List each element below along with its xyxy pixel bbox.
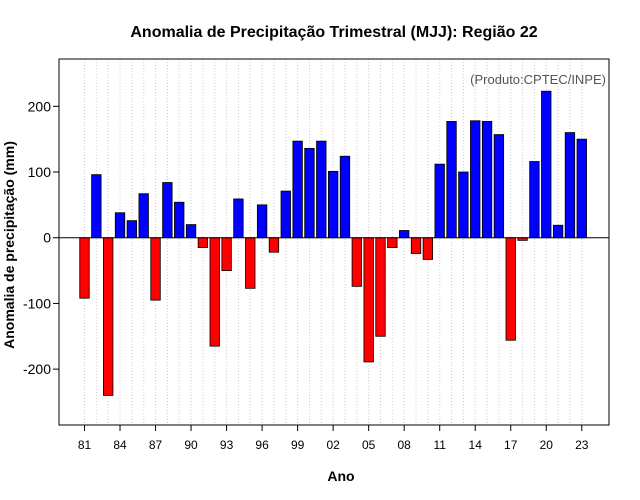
- bar-2003: [339, 155, 351, 239]
- bar-1981: [79, 237, 90, 299]
- y-tick-label: 0: [43, 230, 51, 246]
- bar-2012: [446, 121, 457, 239]
- bar-1999: [292, 140, 303, 239]
- y-axis: -200 -100 0 100 200: [23, 98, 59, 377]
- bar-2011: [434, 163, 445, 239]
- chart-title: Anomalia de Precipitação Trimestral (MJJ…: [130, 24, 537, 41]
- bar-2010: [422, 237, 434, 260]
- bar-1989: [174, 201, 185, 239]
- bar-2015: [481, 121, 493, 239]
- x-tick-label: 87: [149, 438, 163, 452]
- x-tick-label: 11: [433, 438, 446, 452]
- x-tick-label: 23: [575, 438, 589, 452]
- bar-2002: [327, 170, 339, 239]
- bar-2005: [363, 237, 374, 363]
- bar-1992: [209, 237, 220, 347]
- bar-1994: [233, 198, 244, 239]
- bar-1990: [185, 224, 197, 239]
- bar-2016: [493, 134, 505, 239]
- bar-2008: [399, 230, 410, 239]
- y-tick-label: 200: [28, 98, 52, 114]
- y-axis-label: Anomalia de precipitação (mm): [1, 141, 17, 349]
- plot-frame: [58, 58, 610, 426]
- bar-1987: [150, 237, 161, 301]
- x-tick-label: 96: [255, 438, 269, 452]
- x-tick-label: 08: [398, 438, 412, 452]
- bar-1982: [91, 174, 102, 239]
- bar-2006: [375, 237, 386, 337]
- bar-1983: [103, 237, 114, 396]
- bar-2017: [505, 237, 516, 341]
- x-axis: 81 84 87 90 93 96 99 02 05 08 11 14 17 20 23: [78, 425, 589, 452]
- bar-2004: [351, 237, 362, 287]
- bar-2007: [387, 237, 398, 248]
- bar-2019: [529, 161, 540, 239]
- x-tick-label: 99: [291, 438, 305, 452]
- y-tick-label: -200: [23, 361, 51, 377]
- x-tick-label: 14: [469, 438, 483, 452]
- bar-2014: [470, 120, 481, 239]
- bar-2022: [564, 132, 576, 239]
- x-tick-label: 90: [184, 438, 198, 452]
- x-tick-label: 20: [540, 438, 554, 452]
- bar-1985: [126, 220, 138, 239]
- y-tick-label: -100: [23, 295, 51, 311]
- bar-1991: [197, 237, 209, 248]
- bar-1988: [162, 182, 173, 239]
- bar-2001: [316, 140, 327, 239]
- bar-1996: [256, 204, 268, 239]
- x-tick-label: 84: [113, 438, 127, 452]
- x-tick-label: 93: [220, 438, 234, 452]
- credit-label: (Produto:CPTEC/INPE): [470, 72, 606, 87]
- bar-2021: [552, 224, 564, 239]
- x-tick-label: 05: [362, 438, 376, 452]
- bar-2009: [410, 237, 422, 254]
- x-tick-label: 02: [326, 438, 340, 452]
- x-axis-label: Ano: [327, 468, 354, 484]
- bar-2020: [541, 90, 552, 239]
- bar-1993: [221, 237, 232, 271]
- y-tick-label: 100: [28, 164, 52, 180]
- bar-2013: [458, 171, 469, 239]
- bar-1984: [114, 212, 126, 239]
- bar-series: [79, 90, 587, 396]
- bar-1995: [245, 237, 256, 289]
- bar-1986: [138, 193, 149, 239]
- bar-1997: [268, 237, 280, 253]
- bar-1998: [280, 190, 291, 239]
- bar-2000: [304, 147, 315, 239]
- bar-2023: [576, 138, 587, 239]
- x-tick-label: 81: [78, 438, 92, 452]
- x-tick-label: 17: [504, 438, 518, 452]
